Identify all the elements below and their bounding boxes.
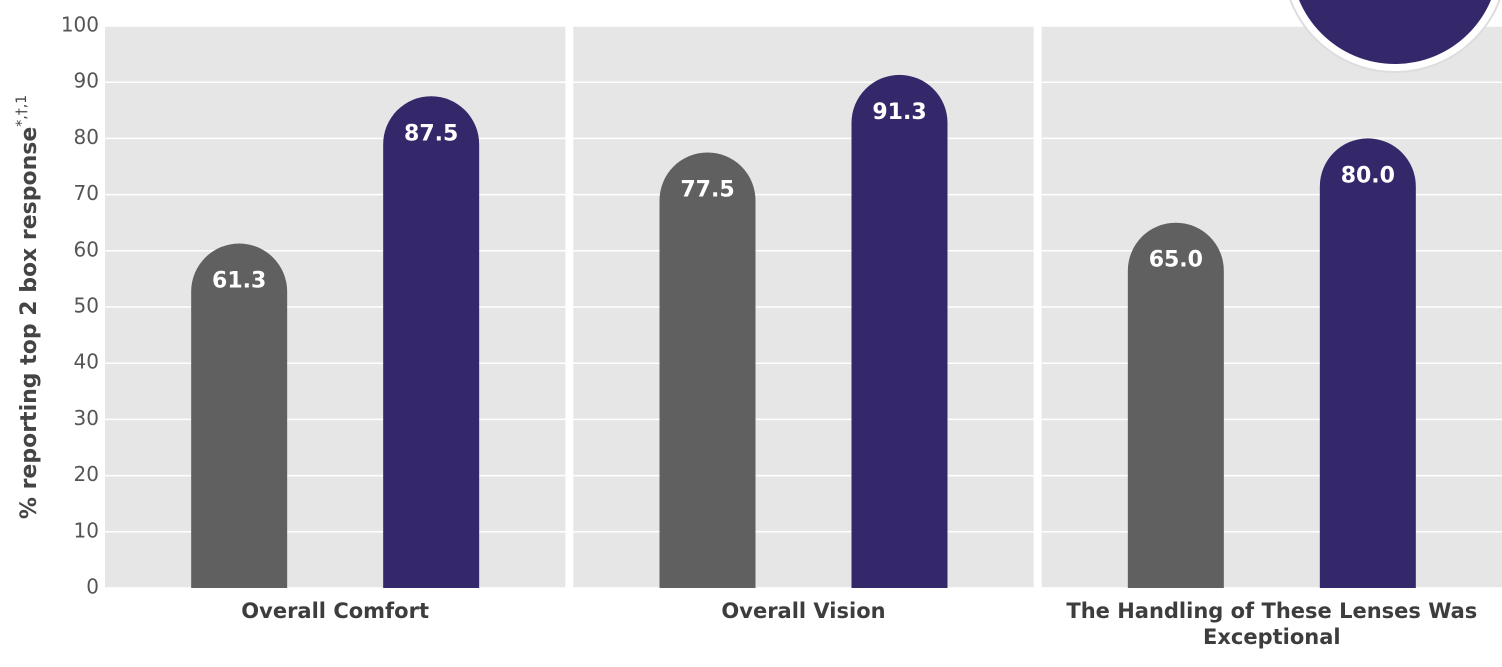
y-axis-label-text: % reporting top 2 box response	[17, 127, 42, 519]
bar	[1319, 138, 1416, 588]
y-axis-label-superscript: *,†,1	[14, 95, 30, 127]
value-label: 91.3	[872, 100, 926, 125]
bar	[1127, 222, 1224, 588]
value-label: 87.5	[404, 121, 458, 146]
bar	[383, 96, 480, 589]
y-tick-label: 90	[74, 69, 99, 93]
value-label: 80.0	[1341, 163, 1395, 188]
x-tick-label: Overall Comfort	[241, 599, 429, 623]
y-tick-label: 0	[86, 575, 99, 599]
bar	[659, 152, 756, 588]
y-tick-label: 100	[61, 13, 99, 37]
y-tick-label: 20	[74, 462, 99, 486]
value-label: 65.0	[1149, 248, 1203, 273]
y-tick-label: 30	[74, 406, 99, 430]
y-tick-label: 10	[74, 518, 99, 542]
y-tick-label: 70	[74, 181, 99, 205]
bar	[851, 74, 948, 589]
value-label: 77.5	[680, 177, 734, 202]
bar	[191, 243, 288, 588]
y-tick-label: 40	[74, 350, 99, 374]
value-label: 61.3	[212, 268, 266, 293]
badge	[1299, 0, 1491, 64]
y-axis-label: % reporting top 2 box response*,†,1	[14, 95, 42, 519]
plot-area: 0 10 20 30 40 50 60 70 80 90 100 61.3 87.5 77.5 91.3 65…	[61, 13, 1502, 599]
y-tick-label: 60	[74, 237, 99, 261]
x-tick-label: The Handling of These Lenses Was Excepti…	[1066, 599, 1478, 649]
y-tick-label: 50	[74, 294, 99, 318]
x-tick-label: Overall Vision	[721, 599, 886, 623]
y-tick-label: 80	[74, 125, 99, 149]
